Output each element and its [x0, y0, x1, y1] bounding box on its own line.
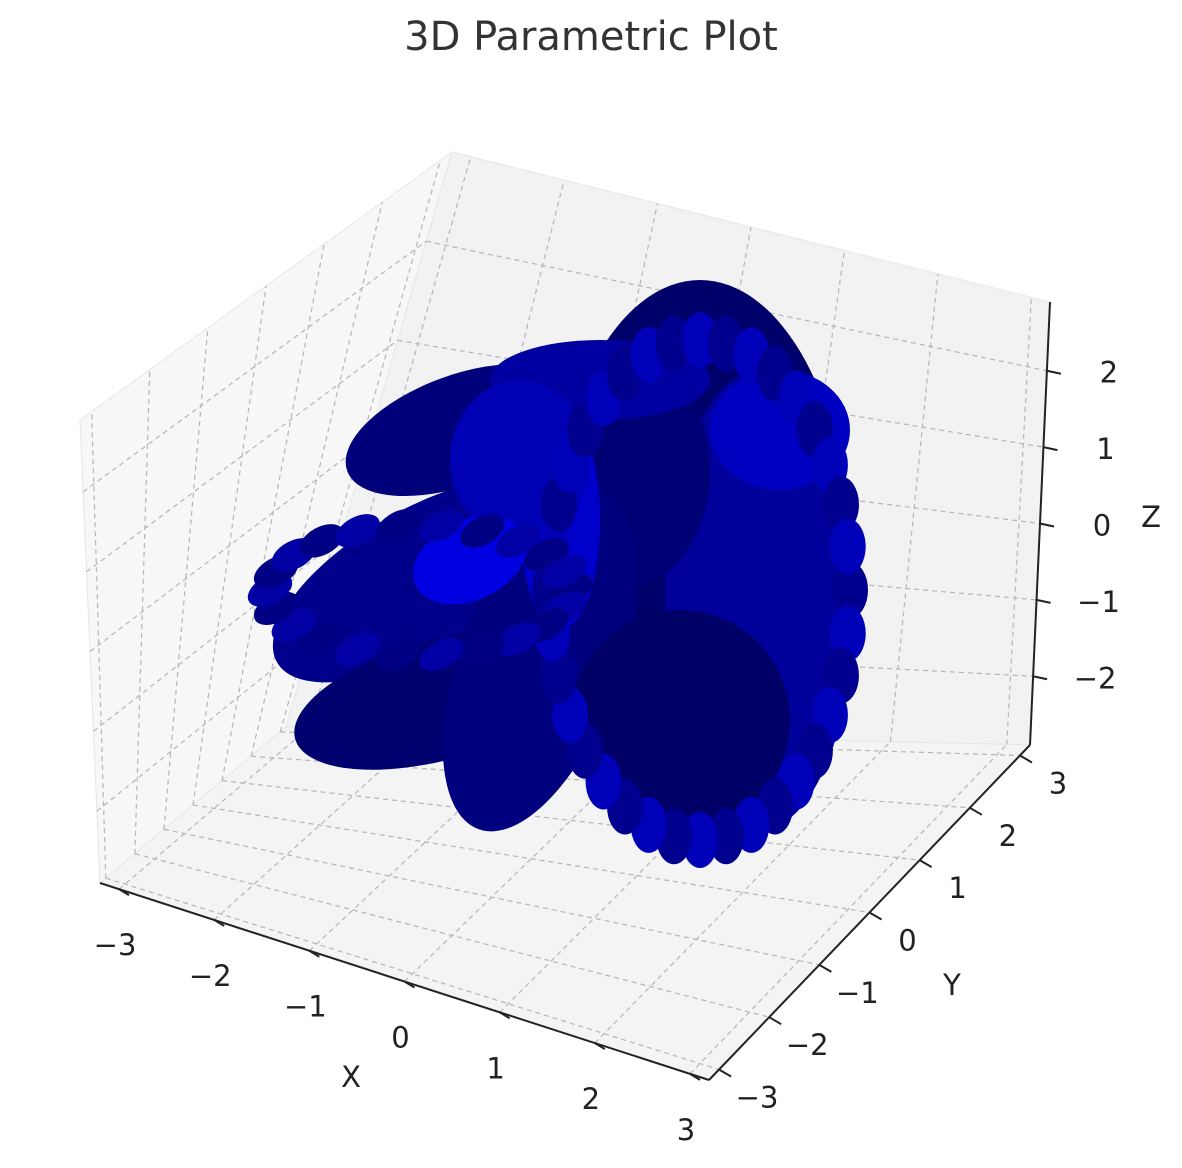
x-tick-label: 2 — [582, 1082, 600, 1116]
z-tick — [1036, 598, 1051, 604]
y-tick-label: 2 — [999, 819, 1017, 853]
x-tick — [689, 1072, 701, 1081]
grid-floor-x — [499, 738, 775, 1013]
surface-band — [299, 622, 344, 656]
z-tick — [1032, 675, 1048, 681]
x-axis-label: X — [341, 1060, 361, 1094]
grid-floor-y — [105, 877, 720, 1071]
x-tick-label: 0 — [391, 1021, 409, 1055]
z-tick — [1043, 446, 1058, 452]
x-tick-label: −3 — [94, 928, 137, 962]
x-tick — [403, 980, 416, 989]
y-tick — [768, 1016, 782, 1026]
z-tick-label: 0 — [1093, 509, 1111, 543]
surface-band — [682, 312, 718, 368]
surface-band — [541, 647, 578, 704]
surface-band — [460, 514, 505, 548]
surface-band — [335, 632, 380, 666]
x-tick-label: 3 — [677, 1113, 695, 1147]
chart-title: 3D Parametric Plot — [404, 14, 778, 60]
grid-left-z — [86, 339, 398, 573]
y-tick-label: −3 — [736, 1081, 779, 1115]
grid-floor-x — [404, 735, 659, 982]
surface-band — [708, 808, 745, 865]
grid-back-x — [1006, 297, 1032, 745]
x-tick-label: 1 — [486, 1051, 504, 1085]
surface-band — [682, 812, 718, 868]
parametric-surface — [247, 280, 868, 868]
z-tick — [1046, 369, 1062, 375]
surface-band — [496, 524, 541, 558]
surface-band — [376, 508, 421, 543]
surface-band — [655, 315, 692, 372]
surface-band — [829, 518, 866, 575]
surface-band — [460, 632, 505, 666]
grid-left-z — [93, 538, 341, 732]
grid-left-y — [91, 411, 107, 879]
surface-band — [419, 637, 464, 672]
grid-left-z — [89, 439, 370, 652]
z-tick-label: −1 — [1077, 585, 1120, 619]
x-tick — [308, 949, 320, 958]
x-tick — [499, 1011, 511, 1020]
y-tick-label: 1 — [948, 871, 966, 905]
surface-band — [376, 637, 421, 672]
y-tick — [969, 806, 983, 816]
axis-lines — [99, 301, 1062, 1081]
y-tick-label: −2 — [786, 1028, 829, 1062]
grid-floor-y — [134, 853, 770, 1018]
surface-band — [832, 562, 868, 618]
surface-band — [822, 476, 859, 533]
z-tick-label: 2 — [1100, 356, 1118, 390]
x-tick-label: −1 — [284, 990, 327, 1024]
y-tick — [868, 911, 883, 921]
surface-band — [541, 554, 587, 589]
grid-left-y — [250, 202, 383, 757]
grid-left-z — [96, 637, 313, 812]
y-tick-label: −1 — [836, 976, 879, 1010]
surface-band — [299, 524, 344, 558]
z-tick-label: 1 — [1096, 432, 1114, 466]
grid-left-y — [163, 327, 209, 830]
y-tick-label: 3 — [1049, 766, 1067, 800]
y-tick — [919, 859, 933, 869]
grid-floor-y — [163, 828, 820, 966]
grid-floor-x — [594, 741, 891, 1044]
grid-floor-x — [689, 744, 1008, 1075]
x-tick — [118, 888, 130, 897]
z-tick-label: −2 — [1074, 661, 1117, 695]
grid-floor-y — [192, 804, 870, 914]
grid-left-z — [82, 240, 427, 493]
y-axis-label: Y — [942, 968, 961, 1002]
surface-band — [829, 605, 866, 662]
surface-band — [335, 514, 380, 548]
grid-floor-x — [118, 727, 310, 890]
z-tick — [1039, 522, 1055, 528]
x-tick — [213, 919, 225, 927]
x-tick-label: −2 — [189, 959, 232, 993]
grid-floor-y — [221, 780, 920, 861]
x-tick — [594, 1042, 606, 1050]
y-tick — [818, 963, 832, 973]
surface-band — [419, 508, 464, 543]
surface-band — [496, 622, 541, 656]
surface-lobe — [570, 610, 790, 830]
y-tick — [1019, 754, 1033, 764]
y-tick — [718, 1068, 732, 1078]
y-tick-label: 0 — [898, 924, 916, 958]
z-axis-label: Z — [1141, 500, 1161, 534]
